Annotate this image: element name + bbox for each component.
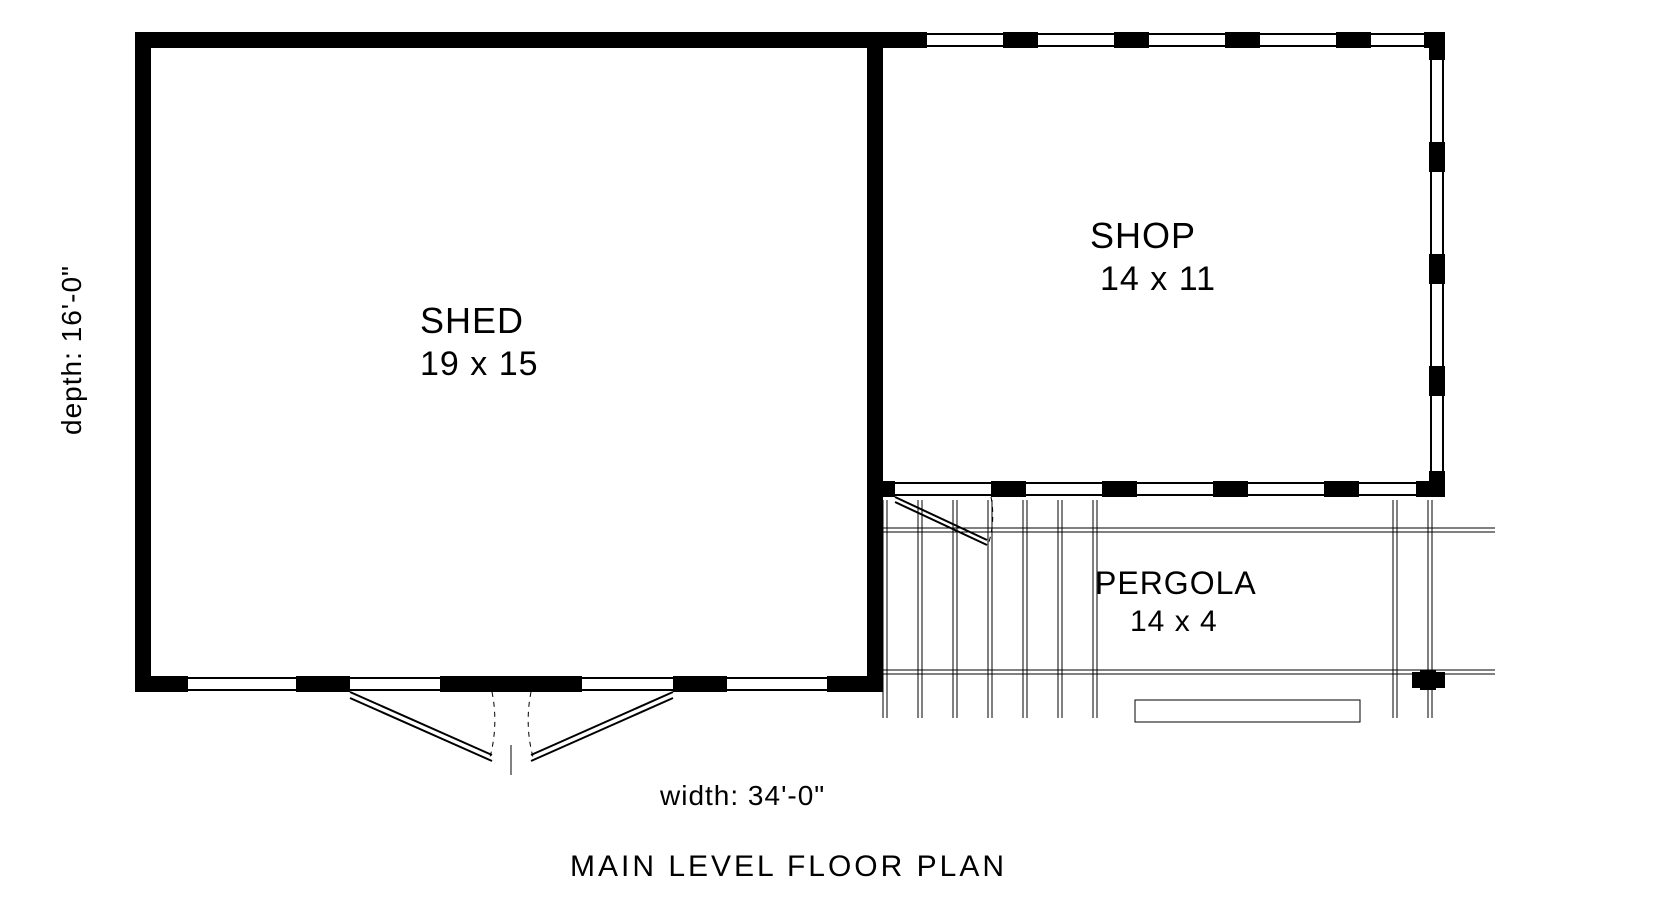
shed-label: SHED — [420, 300, 524, 342]
shed-dims: 19 x 15 — [420, 345, 539, 384]
floor-plan-svg — [0, 0, 1663, 903]
width-dimension: width: 34'-0" — [660, 780, 825, 812]
shop-label: SHOP — [1090, 215, 1196, 257]
floor-plan-stage: SHED 19 x 15 SHOP 14 x 11 PERGOLA 14 x 4… — [0, 0, 1663, 903]
depth-dimension: depth: 16'-0" — [56, 265, 88, 435]
plan-title: MAIN LEVEL FLOOR PLAN — [570, 850, 1007, 884]
pergola-label: PERGOLA — [1095, 565, 1257, 602]
pergola-dims: 14 x 4 — [1130, 605, 1218, 639]
door-layer — [350, 497, 993, 775]
shop-dims: 14 x 11 — [1100, 260, 1216, 299]
